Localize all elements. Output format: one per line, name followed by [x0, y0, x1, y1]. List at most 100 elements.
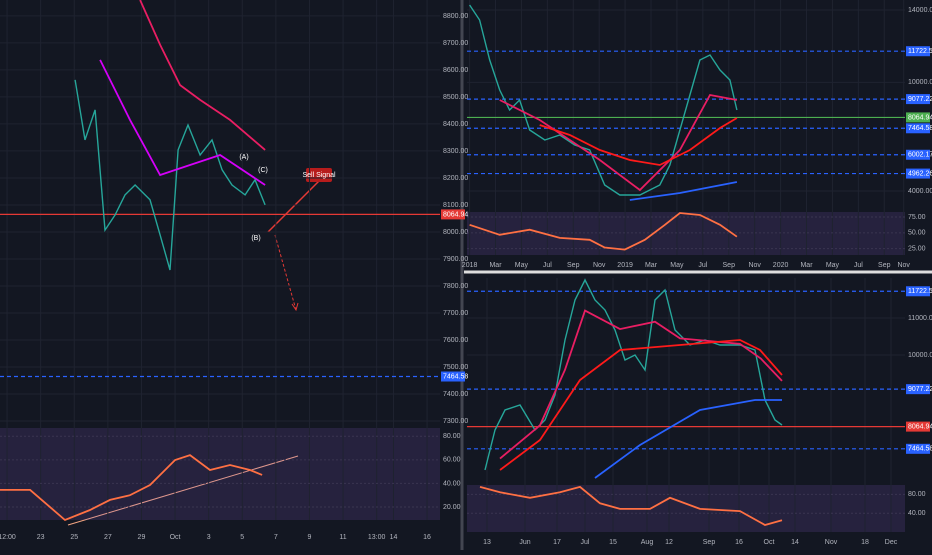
annotation: Sell Signal — [302, 172, 336, 179]
series-line — [539, 117, 738, 166]
y2-tick-label: 20.00 — [443, 504, 461, 511]
y-tick-label: 10000.00 — [908, 352, 932, 359]
y2-tick-label: 80.00 — [443, 433, 461, 440]
x-tick-label: 2018 — [462, 262, 478, 269]
x-tick-label: Oct — [764, 539, 775, 546]
x-tick-label: Mar — [800, 262, 813, 269]
price-tag-label: 6002.17 — [908, 152, 932, 159]
arrow-head — [291, 302, 299, 312]
x-tick-label: 13:00 — [368, 534, 386, 541]
y-tick-label: 7500.00 — [443, 364, 468, 371]
y2-tick-label: 75.00 — [908, 214, 926, 221]
x-tick-label: Mar — [645, 262, 658, 269]
price-tag — [906, 168, 930, 179]
price-tag — [906, 112, 930, 123]
projection-arrow — [274, 234, 297, 311]
price-tag — [906, 123, 930, 134]
x-tick-label: Jul — [698, 262, 707, 269]
y-tick-label: 8800.00 — [443, 13, 468, 20]
y-tick-label: 8300.00 — [443, 148, 468, 155]
x-tick-label: Sep — [567, 262, 580, 269]
x-tick-label: May — [670, 262, 684, 269]
x-tick-label: 18 — [861, 539, 869, 546]
series-line — [469, 212, 738, 251]
x-tick-label: 25 — [70, 534, 78, 541]
y-tick-label: 7700.00 — [443, 310, 468, 317]
y-tick-label: 8600.00 — [443, 67, 468, 74]
price-tag — [441, 209, 465, 220]
y2-tick-label: 40.00 — [443, 480, 461, 487]
y2-tick-label: 25.00 — [908, 246, 926, 253]
x-tick-label: 9 — [308, 534, 312, 541]
y-tick-label: 7900.00 — [443, 256, 468, 263]
x-tick-label: May — [515, 262, 529, 269]
x-tick-label: Nov — [825, 539, 838, 546]
price-tag-label: 8064.94 — [908, 114, 932, 121]
y-tick-label: 8700.00 — [443, 40, 468, 47]
y-tick-label: 7400.00 — [443, 391, 468, 398]
series-line — [99, 59, 266, 186]
series-line — [479, 485, 783, 526]
x-tick-label: Dec — [885, 539, 898, 546]
y-tick-label: 8000.00 — [443, 229, 468, 236]
y-tick-label: 10000.00 — [908, 79, 932, 86]
x-tick-label: Aug — [641, 539, 654, 546]
series-line — [629, 181, 738, 201]
x-tick-label: Sep — [723, 262, 736, 269]
series-line — [499, 339, 783, 471]
price-tag-label: 7464.58 — [908, 446, 932, 453]
x-tick-label: 7 — [274, 534, 278, 541]
rsi-trendline — [67, 455, 299, 526]
price-tag-label: 7464.58 — [908, 125, 932, 132]
y-tick-label: 14000.00 — [908, 7, 932, 14]
x-tick-label: 23 — [37, 534, 45, 541]
rsi-pane — [467, 485, 905, 532]
series-line — [139, 0, 266, 151]
y-tick-label: 8400.00 — [443, 121, 468, 128]
price-tag — [906, 46, 930, 57]
x-tick-label: 3 — [207, 534, 211, 541]
price-tag-label: 8064.94 — [443, 211, 468, 218]
x-tick-label: 2020 — [773, 262, 789, 269]
x-tick-label: Jul — [581, 539, 590, 546]
y2-tick-label: 60.00 — [443, 457, 461, 464]
x-tick-label: 29 — [138, 534, 146, 541]
y2-tick-label: 40.00 — [908, 510, 926, 517]
x-tick-label: 14 — [390, 534, 398, 541]
y-tick-label: 8100.00 — [443, 202, 468, 209]
price-tag-label: 9077.22 — [908, 96, 932, 103]
price-tag — [906, 286, 930, 297]
y-tick-label: 8500.00 — [443, 94, 468, 101]
x-tick-label: Nov — [748, 262, 761, 269]
annotation-layer — [67, 168, 332, 526]
series-line — [594, 399, 782, 479]
y-tick-label: 7600.00 — [443, 337, 468, 344]
y-tick-label: 11000.00 — [908, 315, 932, 322]
x-tick-label: Mar — [489, 262, 502, 269]
annotation: (C) — [258, 167, 268, 174]
series-line — [499, 309, 783, 460]
x-tick-label: 2019 — [617, 262, 633, 269]
price-tag — [906, 421, 930, 432]
x-tick-label: 5 — [240, 534, 244, 541]
x-tick-label: Nov — [897, 262, 910, 269]
x-tick-label: Sep — [878, 262, 891, 269]
price-tag — [906, 384, 930, 395]
x-tick-label: 17 — [553, 539, 561, 546]
x-tick-label: Jun — [519, 539, 530, 546]
x-tick-label: 16 — [423, 534, 431, 541]
y-tick-label: 7800.00 — [443, 283, 468, 290]
y-tick-label: 4000.00 — [908, 188, 932, 195]
price-tag — [441, 371, 465, 382]
rsi-pane — [0, 428, 440, 520]
y2-tick-label: 50.00 — [908, 230, 926, 237]
series-line — [74, 79, 266, 271]
x-tick-label: 12 — [665, 539, 673, 546]
price-tag-label: 9077.22 — [908, 386, 932, 393]
y-tick-label: 7300.00 — [443, 418, 468, 425]
annotation: (B) — [251, 235, 260, 242]
sell-signal-box — [306, 168, 332, 182]
price-tag-label: 7464.58 — [443, 373, 468, 380]
